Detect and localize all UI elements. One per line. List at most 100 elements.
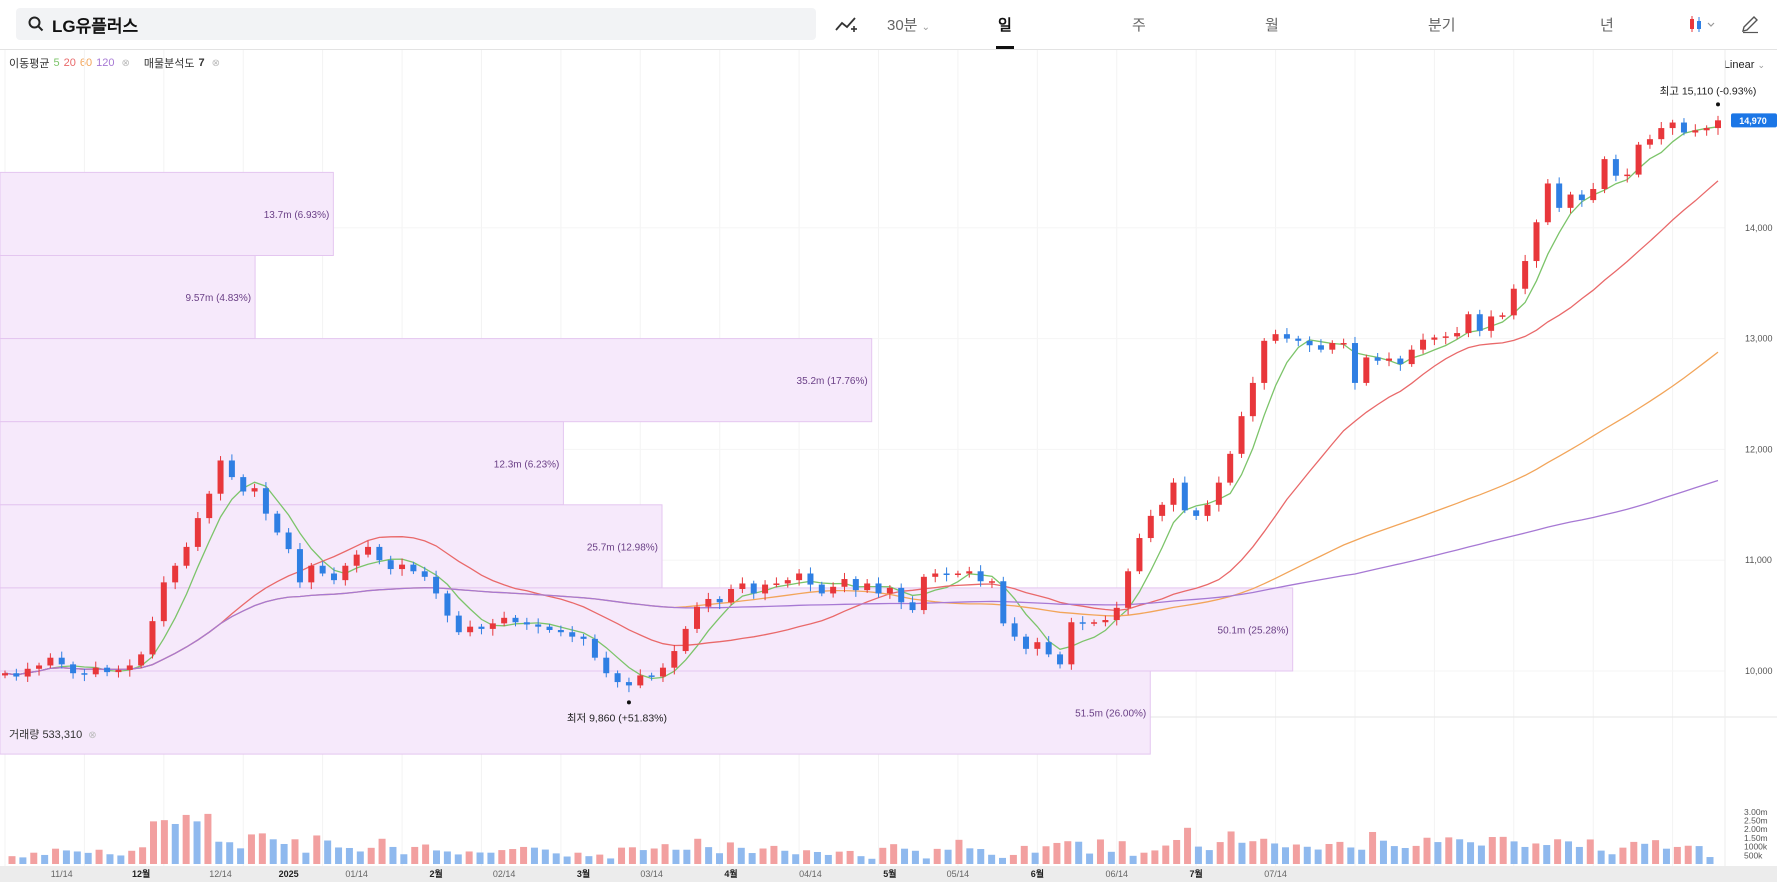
volume-bar: [313, 835, 321, 864]
volume-bar: [813, 851, 821, 864]
candle-body: [1522, 261, 1529, 289]
candle-body: [24, 668, 31, 677]
candle-body: [1420, 339, 1427, 350]
volume-bar: [1086, 853, 1094, 864]
volume-bar: [247, 834, 255, 864]
candle-body: [1079, 622, 1086, 624]
candle-body: [194, 518, 201, 547]
profile-label: 13.7m (6.93%): [264, 210, 330, 221]
candle-body: [1408, 349, 1415, 365]
tab-week[interactable]: 주: [1132, 17, 1146, 34]
volume-bar: [226, 842, 234, 864]
time-tick-label: 3월: [577, 868, 590, 879]
volume-bar: [868, 858, 876, 864]
volume-bar: [1271, 843, 1279, 864]
candle-body: [47, 657, 54, 666]
candle-body: [1590, 189, 1597, 201]
volume-bar: [1184, 827, 1192, 864]
volume-bar: [1260, 838, 1268, 864]
volume-bar: [204, 813, 212, 864]
volume-bar: [694, 838, 702, 864]
pencil-icon[interactable]: [1740, 14, 1760, 34]
volume-bar: [422, 844, 430, 864]
candle-body: [1022, 636, 1029, 649]
volume-bar: [1467, 842, 1475, 864]
volume-bar: [1706, 857, 1714, 864]
volume-bar: [922, 858, 930, 864]
volume-bar: [498, 850, 506, 864]
volume-bar: [901, 848, 909, 864]
volume-bar: [30, 852, 38, 864]
low-marker: [626, 700, 631, 705]
volume-bar: [1379, 840, 1387, 864]
volume-bar: [1456, 839, 1464, 864]
volume-bar: [803, 850, 811, 864]
candle-body: [557, 630, 564, 633]
candle-body: [1193, 510, 1200, 516]
candle-body: [1374, 357, 1381, 361]
search-input[interactable]: LG유플러스: [52, 16, 139, 36]
candle-body: [1488, 316, 1495, 331]
tab-year[interactable]: 년: [1600, 17, 1614, 34]
tab-month[interactable]: 월: [1265, 17, 1279, 34]
profile-label: 51.5m (26.00%): [1075, 709, 1146, 720]
candle-body: [716, 598, 723, 603]
candle-body: [1556, 183, 1563, 208]
time-tick-label: 05/14: [947, 869, 970, 879]
volume-bar: [1586, 839, 1594, 864]
candle-body: [70, 664, 77, 674]
candle-body: [1181, 482, 1188, 511]
time-tick-label: 7월: [1190, 868, 1203, 879]
candle-body: [1703, 128, 1710, 131]
volume-bar: [1423, 837, 1431, 864]
volume-bar: [487, 852, 495, 864]
volume-bar: [977, 849, 985, 864]
tab-quarter[interactable]: 분기: [1428, 17, 1456, 34]
candle-body: [36, 665, 43, 669]
volume-tick-label: 2.00m: [1744, 824, 1768, 834]
volume-bar: [1619, 847, 1627, 864]
volume-bar: [1575, 846, 1583, 864]
volume-legend: 거래량 533,310 ⊗: [9, 726, 97, 742]
candle-body: [138, 654, 145, 666]
interval-select[interactable]: 30분 ⌄: [887, 14, 930, 35]
volume-bar: [1630, 841, 1638, 864]
volume-bar: [574, 852, 582, 864]
time-tick-label: 12/14: [209, 869, 232, 879]
volume-bar: [1075, 841, 1083, 864]
volume-bar: [1205, 850, 1213, 864]
scale-select[interactable]: Linear ⌄: [1724, 59, 1765, 71]
volume-bar: [596, 854, 604, 864]
candle-body: [818, 584, 825, 594]
candle-body: [1283, 334, 1290, 339]
ma-120-label: 120: [96, 57, 115, 69]
search-box[interactable]: LG유플러스: [16, 8, 816, 40]
scale-label: Linear: [1723, 59, 1755, 71]
period-tools: 30분 ⌄ 일 주 월 분기 년: [830, 0, 1777, 49]
indicator-legend: 이동평균 5 20 60 120 ⊗ 매물분석도 7 ⊗: [9, 55, 220, 71]
candle-type-icon[interactable]: [1688, 14, 1720, 34]
tab-day[interactable]: 일: [996, 14, 1014, 49]
volume-bar: [748, 853, 756, 864]
drawing-tool-icon[interactable]: [834, 14, 858, 34]
profile-bar: [0, 421, 564, 506]
volume-bar: [1031, 852, 1039, 864]
candle-body: [1057, 654, 1064, 665]
search-icon: [28, 16, 44, 32]
volume-bar: [705, 847, 713, 864]
volume-bar: [824, 854, 832, 864]
close-icon[interactable]: ⊗: [88, 730, 97, 741]
volume-bar: [1292, 844, 1300, 864]
volume-bar: [1303, 846, 1311, 864]
volume-tick-label: 3.00m: [1744, 807, 1768, 817]
price-tick-label: 10,000: [1745, 666, 1773, 676]
profile-label: 35.2m (17.76%): [797, 376, 868, 387]
time-tick-label: 2025: [279, 869, 299, 879]
candle-body: [1159, 504, 1166, 516]
close-icon[interactable]: ⊗: [121, 57, 130, 69]
volume-bar: [1314, 849, 1322, 864]
close-icon[interactable]: ⊗: [211, 57, 220, 69]
volume-bar: [1238, 842, 1246, 864]
